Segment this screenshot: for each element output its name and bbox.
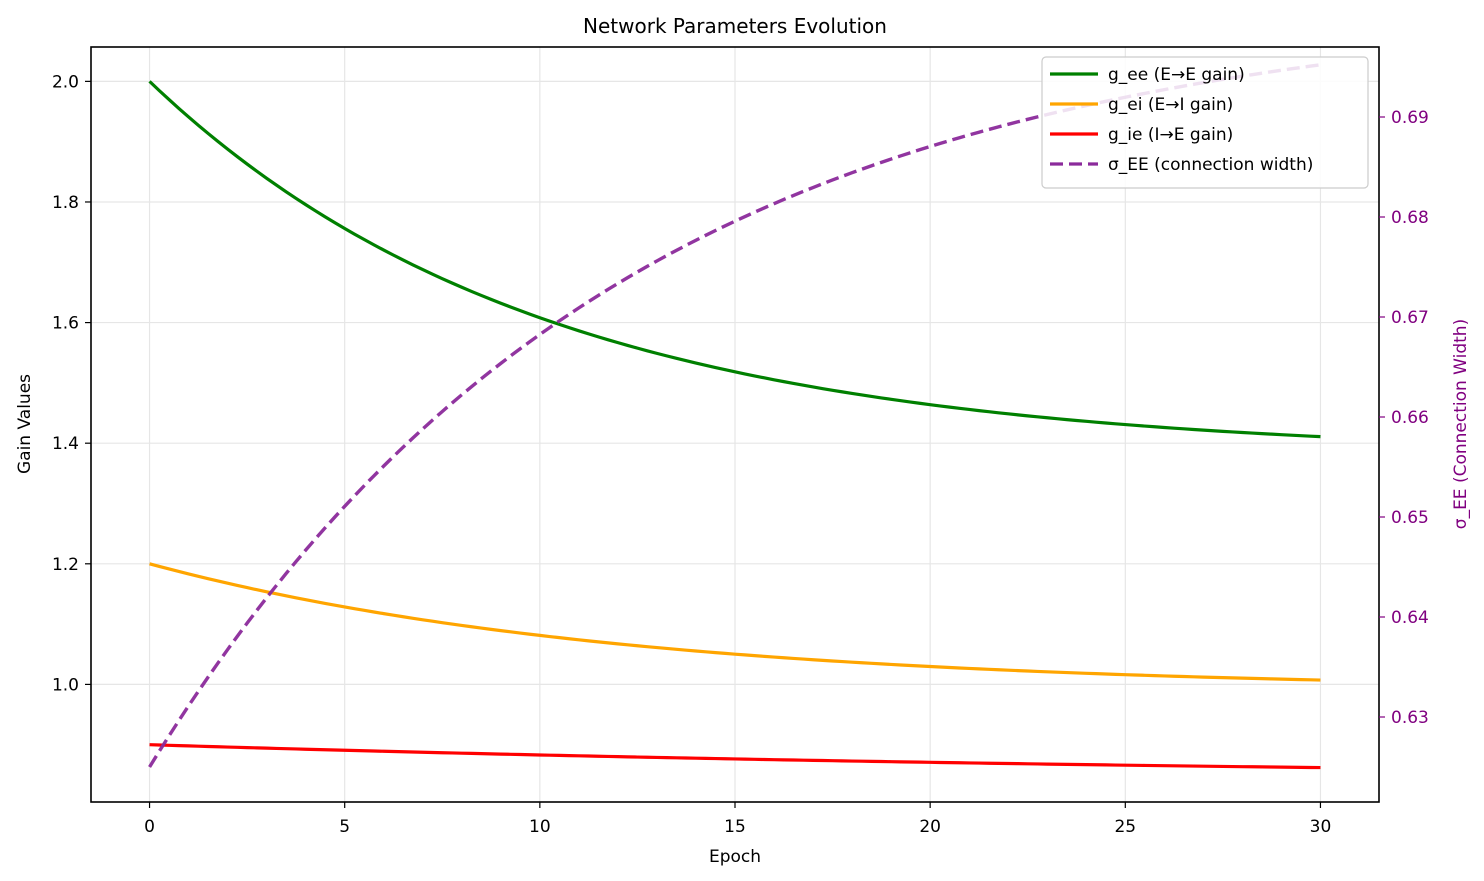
y2-tick-label: 0.69 xyxy=(1391,108,1429,128)
series-line-1 xyxy=(148,80,1321,439)
legend-label-4: σ_EE (connection width) xyxy=(1108,155,1313,175)
x-tick-label: 30 xyxy=(1310,817,1332,837)
y2-axis-label: σ_EE (Connection Width) xyxy=(1451,319,1471,529)
x-axis-label: Epoch xyxy=(709,847,761,867)
y-axis-right: 0.63 0.64 0.65 0.66 0.67 0.68 0.69 xyxy=(1379,108,1429,728)
legend-label-3: g_ie (I→E gain) xyxy=(1108,125,1233,145)
y-tick-label: 2.0 xyxy=(52,72,79,92)
legend: g_ee (E→E gain) g_ei (E→I gain) g_ie (I→E … xyxy=(1041,56,1369,189)
y-tick-label: 1.4 xyxy=(52,434,79,454)
y2-tick-label: 0.65 xyxy=(1391,508,1429,528)
y-axis-label: Gain Values xyxy=(15,374,35,474)
y2-tick-label: 0.63 xyxy=(1391,708,1429,728)
y-axis-left: 1.0 1.2 1.4 1.6 1.8 2.0 xyxy=(52,72,91,695)
legend-label-1: g_ee (E→E gain) xyxy=(1108,65,1245,85)
series-line-3 xyxy=(149,743,1321,770)
y-tick-label: 1.6 xyxy=(52,314,79,334)
x-tick-label: 15 xyxy=(724,817,746,837)
legend-box xyxy=(1041,56,1369,189)
x-tick-label: 25 xyxy=(1114,817,1136,837)
y-tick-label: 1.8 xyxy=(52,193,79,213)
chart-title: Network Parameters Evolution xyxy=(583,14,887,38)
series-line-2 xyxy=(149,562,1321,682)
y-tick-label: 1.0 xyxy=(52,675,79,695)
x-axis: 0 5 10 15 20 25 30 xyxy=(144,802,1331,837)
y2-tick-label: 0.64 xyxy=(1391,608,1429,628)
legend-label-2: g_ei (E→I gain) xyxy=(1108,95,1233,115)
y-tick-label: 1.2 xyxy=(52,555,79,575)
x-tick-label: 5 xyxy=(339,817,350,837)
y2-tick-label: 0.66 xyxy=(1391,408,1429,428)
x-tick-label: 10 xyxy=(529,817,551,837)
x-tick-label: 0 xyxy=(144,817,155,837)
x-tick-label: 20 xyxy=(919,817,941,837)
y2-tick-label: 0.67 xyxy=(1391,308,1429,328)
grid xyxy=(91,47,1379,802)
y2-tick-label: 0.68 xyxy=(1391,208,1429,228)
